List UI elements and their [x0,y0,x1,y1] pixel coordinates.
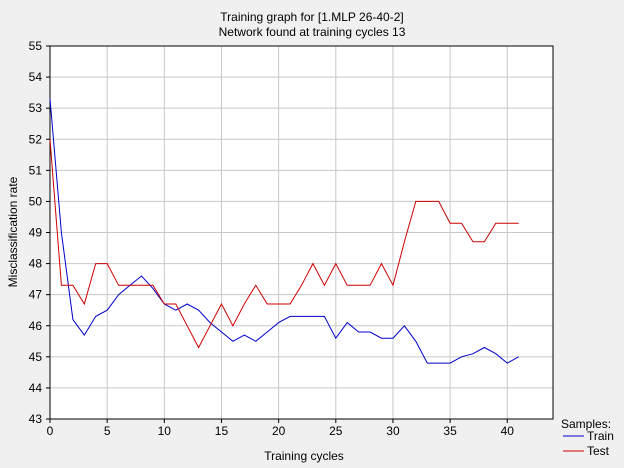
x-tick-label: 35 [443,424,457,438]
y-tick-label: 54 [29,70,43,84]
x-tick-label: 15 [215,424,229,438]
x-tick-label: 25 [329,424,343,438]
y-tick-label: 53 [29,101,43,115]
y-tick-label: 47 [29,288,43,302]
y-tick-label: 48 [29,257,43,271]
legend-label-test: Test [587,444,610,458]
y-tick-label: 46 [29,319,43,333]
x-tick-label: 30 [386,424,400,438]
y-tick-label: 43 [29,412,43,426]
gridlines [49,45,553,420]
series-line-train [49,98,519,364]
y-axis-label: Misclassification rate [6,176,20,287]
chart-subtitle: Network found at training cycles 13 [219,25,406,39]
y-tick-label: 49 [29,226,43,240]
y-tick-label: 52 [29,132,43,146]
y-tick-label: 55 [29,39,43,53]
x-tick-label: 40 [501,424,515,438]
chart-title: Training graph for [1.MLP 26-40-2] [220,10,403,24]
y-tick-label: 51 [29,163,43,177]
x-tick-label: 5 [104,424,111,438]
x-axis-label: Training cycles [264,449,344,463]
x-tick-label: 0 [47,424,54,438]
x-tick-label: 10 [158,424,172,438]
axis-ticks: 43 44 45 46 47 48 49 50 51 52 53 54 55 0 5 10 15 20 25 30 35… [29,39,515,438]
y-tick-label: 45 [29,350,43,364]
legend-title: Samples: [561,417,611,431]
y-tick-label: 50 [29,194,43,208]
series-lines [49,98,519,364]
y-tick-label: 44 [29,381,43,395]
series-line-test [49,139,519,349]
legend-label-train: Train [587,429,614,443]
x-tick-label: 20 [272,424,286,438]
